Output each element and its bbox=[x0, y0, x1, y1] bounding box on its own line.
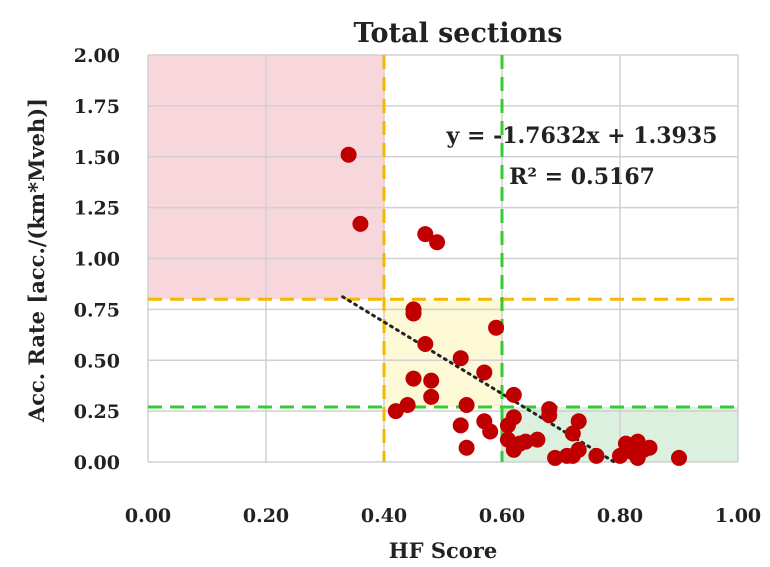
y-axis-title: Acc. Rate [acc./(km*Mveh)] bbox=[24, 98, 49, 423]
data-point-32 bbox=[547, 449, 564, 466]
data-point-10 bbox=[405, 370, 422, 387]
data-point-15 bbox=[387, 403, 404, 420]
data-point-13 bbox=[505, 386, 522, 403]
data-point-8 bbox=[452, 350, 469, 367]
y-tick-label-0: 0.00 bbox=[74, 452, 120, 474]
data-point-11 bbox=[423, 372, 440, 389]
data-point-9 bbox=[476, 364, 493, 381]
data-point-0 bbox=[340, 146, 357, 163]
data-point-3 bbox=[429, 234, 446, 251]
data-point-1 bbox=[352, 215, 369, 232]
data-point-2 bbox=[417, 226, 434, 243]
data-point-12 bbox=[423, 388, 440, 405]
data-point-17 bbox=[452, 417, 469, 434]
data-point-7 bbox=[488, 319, 505, 336]
data-point-27 bbox=[529, 431, 546, 448]
y-tick-label-7: 1.75 bbox=[74, 96, 120, 118]
x-tick-label-1: 0.20 bbox=[243, 505, 289, 527]
x-tick-label-5: 1.00 bbox=[715, 505, 761, 527]
y-tick-label-5: 1.25 bbox=[74, 198, 120, 220]
data-point-36 bbox=[588, 447, 605, 464]
data-point-22 bbox=[505, 409, 522, 426]
x-axis-title: HF Score bbox=[389, 538, 497, 563]
data-point-30 bbox=[570, 413, 587, 430]
data-point-14 bbox=[399, 397, 416, 414]
data-point-43 bbox=[641, 439, 658, 456]
y-tick-label-8: 2.00 bbox=[74, 45, 120, 67]
x-tick-label-0: 0.00 bbox=[125, 505, 171, 527]
x-tick-label-3: 0.60 bbox=[479, 505, 525, 527]
data-point-35 bbox=[570, 441, 587, 458]
y-tick-labels: 0.00 0.25 0.50 0.75 1.00 1.25 1.50 1.75 2.00 bbox=[74, 45, 120, 474]
y-tick-label-4: 1.00 bbox=[74, 249, 120, 271]
data-point-20 bbox=[458, 439, 475, 456]
data-point-5 bbox=[405, 305, 422, 322]
y-tick-label-1: 0.25 bbox=[74, 401, 120, 423]
x-tick-labels: 0.00 0.20 0.40 0.60 0.80 1.00 bbox=[125, 505, 761, 527]
data-point-25 bbox=[505, 441, 522, 458]
data-point-44 bbox=[671, 449, 687, 466]
data-point-6 bbox=[417, 335, 434, 352]
data-points bbox=[340, 146, 687, 466]
data-point-31 bbox=[564, 425, 581, 442]
data-point-16 bbox=[458, 397, 475, 414]
trendline-equation: y = -1.7632x + 1.3935 bbox=[446, 123, 718, 149]
y-tick-label-6: 1.50 bbox=[74, 147, 120, 169]
shaded-region-1 bbox=[384, 299, 502, 408]
x-tick-label-2: 0.40 bbox=[361, 505, 407, 527]
y-tick-label-2: 0.50 bbox=[74, 350, 120, 372]
data-point-19 bbox=[482, 423, 499, 440]
data-point-29 bbox=[541, 407, 558, 424]
chart-title: Total sections bbox=[353, 18, 562, 49]
threshold-lines bbox=[148, 55, 738, 462]
data-point-26 bbox=[517, 433, 534, 450]
r-squared-label: R² = 0.5167 bbox=[509, 164, 655, 190]
y-tick-label-3: 0.75 bbox=[74, 299, 120, 321]
x-tick-label-4: 0.80 bbox=[597, 505, 643, 527]
